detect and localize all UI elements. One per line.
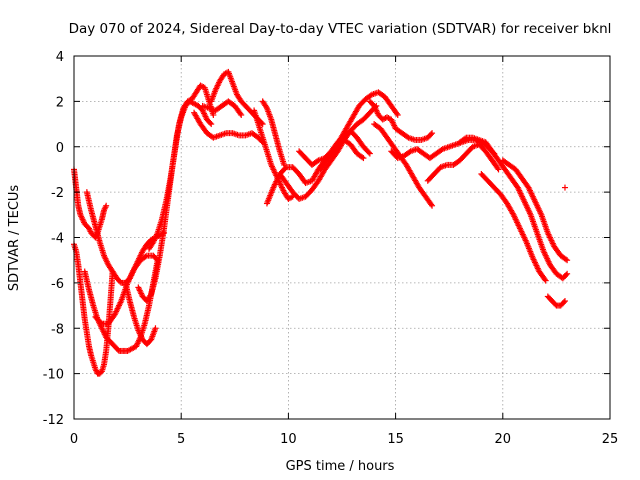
y-axis-label: SDTVAR / TECUs — [7, 185, 22, 292]
x-axis-label: GPS time / hours — [286, 459, 395, 474]
x-tick-label: 25 — [602, 432, 619, 447]
series-track-22 — [456, 134, 571, 282]
series-track-17 — [317, 89, 401, 173]
series-track-23 — [478, 170, 549, 284]
series-track-21 — [424, 141, 502, 184]
y-tick-label: -6 — [51, 277, 64, 292]
series-track-2 — [71, 166, 110, 241]
y-tick-labels: 4 2 0 -2 -4 -6 -8 -10 -12 — [43, 50, 64, 428]
data-point — [561, 184, 568, 191]
series-track-26 — [561, 184, 568, 191]
ticks — [73, 55, 611, 420]
series-track-25 — [544, 293, 568, 309]
y-tick-label: -4 — [51, 232, 64, 247]
y-tick-label: -10 — [43, 368, 64, 383]
series-track-12 — [251, 107, 296, 202]
series-track-11 — [199, 98, 245, 118]
data-marks — [71, 68, 571, 377]
series-track-24 — [499, 157, 571, 264]
y-tick-label: 2 — [56, 95, 64, 110]
chart-title: Day 070 of 2024, Sidereal Day-to-day VTE… — [69, 21, 612, 37]
y-tick-label: -12 — [43, 413, 64, 428]
series-track-6 — [122, 279, 159, 348]
y-tick-label: 0 — [56, 141, 64, 156]
y-tick-label: 4 — [56, 50, 64, 65]
grid — [74, 56, 610, 419]
x-tick-label: 10 — [280, 432, 297, 447]
x-tick-label: 5 — [177, 432, 185, 447]
x-tick-labels: 0 5 10 15 20 25 — [70, 432, 618, 447]
series-track-13 — [259, 98, 288, 168]
x-tick-label: 0 — [70, 432, 78, 447]
series-track-18 — [366, 98, 436, 143]
y-tick-label: -8 — [51, 322, 64, 337]
x-tick-label: 15 — [387, 432, 404, 447]
y-tick-label: -2 — [51, 186, 64, 201]
x-tick-label: 20 — [495, 432, 512, 447]
series-track-8 — [146, 82, 217, 252]
